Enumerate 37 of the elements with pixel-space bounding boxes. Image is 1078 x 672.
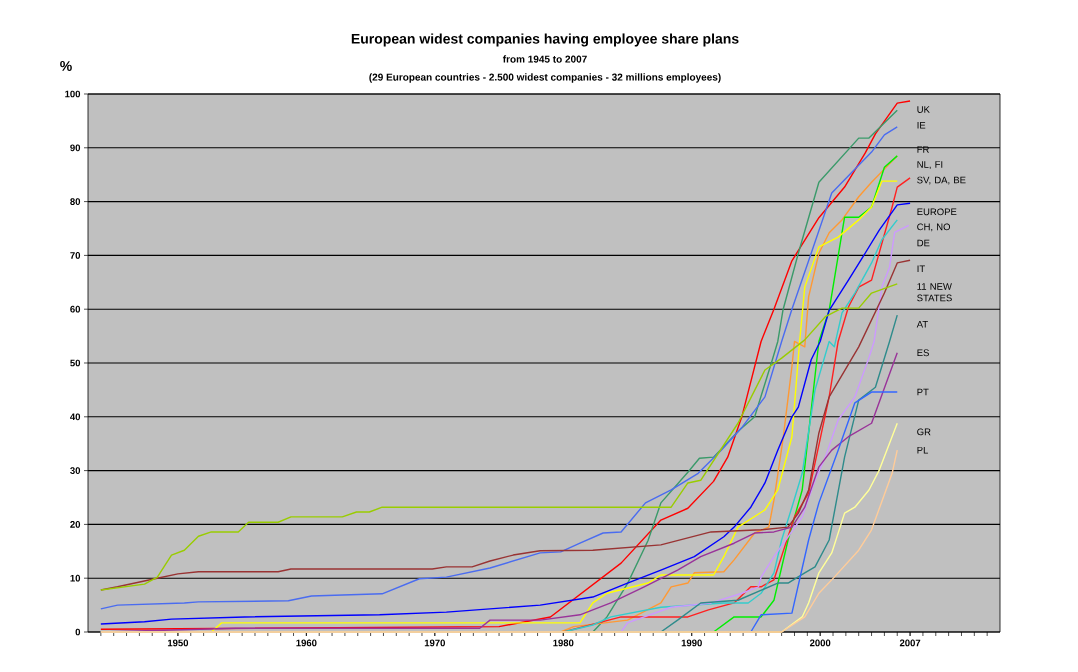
text: 11 NEW STATES [917, 283, 952, 302]
chart-title: European widest companies having employee share plans [351, 33, 739, 47]
series-label: IT [917, 265, 925, 273]
y-axis-title: % [60, 61, 72, 71]
y-tick-label: 80 [70, 198, 81, 205]
text: IE [917, 121, 926, 129]
text: GR [917, 428, 931, 436]
text: AT [916, 320, 928, 328]
text: NL, FI [917, 161, 943, 169]
y-tick-label: 0 [75, 628, 81, 636]
y-tick-label: 70 [70, 252, 81, 259]
series-label: SV, DA, BE [917, 176, 966, 185]
text: PT [917, 388, 929, 396]
text: CH, NO [917, 223, 951, 232]
y-tick-label: 60 [70, 305, 81, 313]
chart-subtitle: from 1945 to 2007 [502, 55, 587, 63]
text: PL [917, 446, 929, 454]
x-tick-label: 2007 [899, 639, 921, 647]
y-tick-label: 10 [70, 574, 81, 582]
text: FR [917, 146, 929, 153]
x-tick-label: 1950 [167, 639, 189, 647]
y-tick-label: 30 [70, 467, 81, 474]
y-tick-label: 100 [65, 90, 81, 98]
series-label: DE [917, 239, 930, 247]
x-tick-label: 1970 [424, 639, 445, 647]
x-tick-label: 1960 [296, 639, 317, 647]
y-tick-label: 50 [70, 359, 81, 367]
x-tick-label: 1980 [553, 639, 574, 647]
y-tick-label: 90 [70, 144, 81, 152]
y-tick-label: 20 [70, 521, 81, 528]
x-tick-label: 2000 [809, 639, 831, 647]
text: (29 European countries - 2.500 widest companies - 32 millions employees) [369, 73, 721, 83]
series-label: EUROPE [917, 208, 957, 216]
series-label: UK [917, 106, 930, 113]
y-tick-label: 40 [70, 413, 81, 421]
x-tick-label: 1990 [681, 639, 702, 647]
text: ES [917, 349, 929, 357]
